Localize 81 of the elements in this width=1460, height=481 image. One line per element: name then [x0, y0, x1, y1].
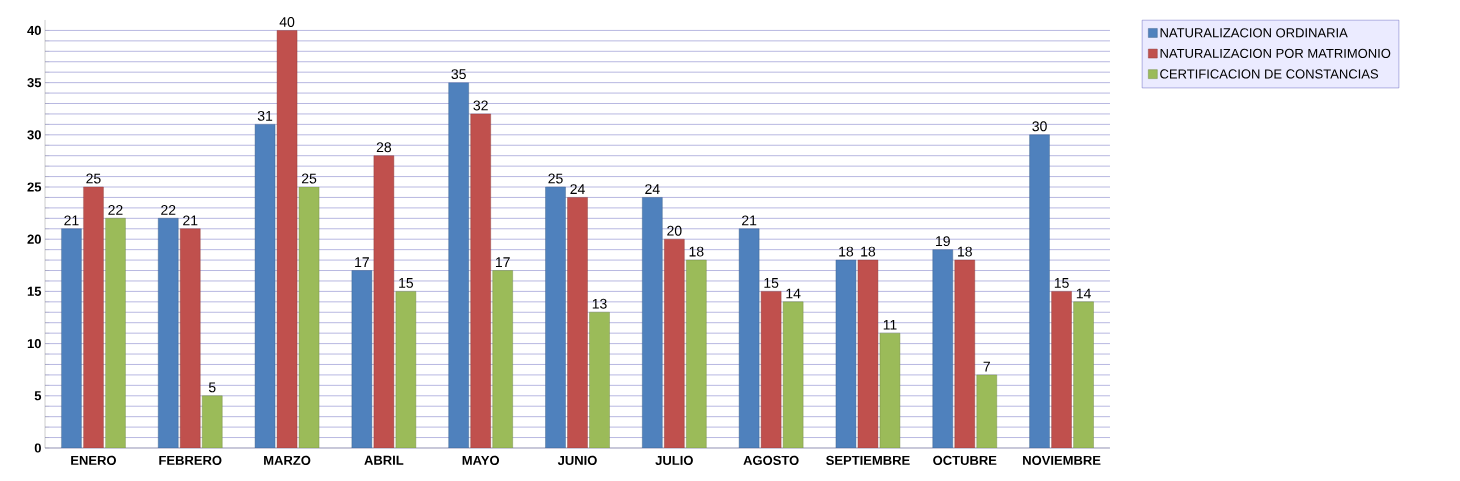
bar	[686, 259, 707, 448]
bar	[1051, 291, 1072, 448]
bar	[954, 259, 975, 448]
data-label: 7	[983, 361, 990, 372]
bar	[589, 312, 610, 448]
data-label: 32	[473, 100, 488, 111]
bar	[470, 113, 491, 448]
y-tick-label: 25	[27, 182, 42, 192]
data-label: 17	[495, 257, 510, 267]
bar	[545, 186, 566, 448]
bar	[1029, 134, 1050, 448]
data-label: 35	[451, 69, 466, 80]
bar	[738, 228, 760, 448]
data-label: 13	[592, 298, 607, 309]
bar	[642, 197, 663, 448]
data-label: 18	[839, 246, 854, 257]
bar	[1073, 301, 1094, 448]
y-tick-label: 10	[27, 338, 41, 349]
x-tick-label: ABRIL	[364, 455, 404, 465]
data-label: 14	[1076, 288, 1091, 299]
bar	[158, 218, 179, 448]
data-label: 31	[257, 110, 273, 121]
bar	[180, 228, 201, 448]
data-label: 25	[548, 173, 563, 184]
y-tick-label: 30	[27, 130, 41, 140]
legend-label: CERTIFICACION DE CONSTANCIAS	[1160, 69, 1379, 79]
bar	[202, 395, 223, 448]
data-label: 21	[64, 215, 79, 226]
bar	[373, 155, 395, 448]
data-label: 24	[645, 184, 660, 194]
data-label: 11	[883, 320, 897, 330]
bar	[976, 374, 997, 448]
data-label: 15	[764, 278, 779, 288]
data-label: 22	[108, 205, 123, 215]
x-tick-label: FEBRERO	[159, 455, 222, 465]
data-label: 25	[301, 173, 317, 184]
data-label: 18	[861, 246, 876, 257]
data-label: 28	[376, 142, 392, 153]
data-label: 14	[786, 288, 801, 299]
data-label: 24	[570, 184, 585, 194]
bar	[448, 82, 469, 448]
x-tick-label: OCTUBRE	[933, 455, 997, 465]
bar	[492, 270, 513, 448]
data-label: 5	[208, 382, 216, 393]
y-tick-label: 0	[34, 443, 41, 453]
data-label: 17	[355, 257, 369, 267]
x-tick-label: SEPTIEMBRE	[826, 455, 910, 465]
bar	[664, 239, 685, 448]
x-tick-label: AGOSTO	[743, 455, 799, 465]
x-tick-label: MARZO	[264, 455, 311, 465]
data-label: 22	[161, 205, 176, 215]
data-label: 40	[279, 16, 295, 27]
y-tick-label: 40	[27, 25, 41, 36]
data-label: 20	[667, 225, 682, 236]
y-tick-label: 20	[27, 234, 41, 244]
data-label: 30	[1032, 121, 1047, 132]
bar	[254, 124, 276, 448]
bar	[105, 218, 126, 448]
bar	[932, 249, 953, 448]
x-tick-label: JUNIO	[557, 455, 597, 465]
y-tick-label: 35	[27, 78, 42, 88]
bar	[61, 228, 82, 448]
y-tick-label: 15	[27, 286, 42, 296]
legend-label: NATURALIZACION ORDINARIA	[1160, 28, 1348, 38]
x-tick-label: JULIO	[655, 455, 693, 465]
data-label: 25	[86, 173, 101, 184]
data-label: 18	[689, 246, 704, 257]
data-label: 15	[1054, 278, 1069, 288]
bar	[567, 197, 588, 448]
x-tick-label: MAYO	[462, 455, 500, 465]
x-tick-label: NOVIEMBRE	[1023, 455, 1101, 465]
data-label: 21	[742, 215, 757, 226]
data-label: 15	[399, 278, 414, 288]
x-tick-label: ENERO	[71, 455, 116, 465]
legend-label: NATURALIZACION POR MATRIMONIO	[1160, 48, 1391, 58]
data-label: 21	[183, 215, 198, 226]
data-label: 18	[958, 246, 972, 257]
bar	[276, 30, 298, 448]
y-tick-label: 5	[34, 391, 42, 401]
data-label: 19	[936, 236, 950, 247]
bar	[83, 186, 104, 448]
